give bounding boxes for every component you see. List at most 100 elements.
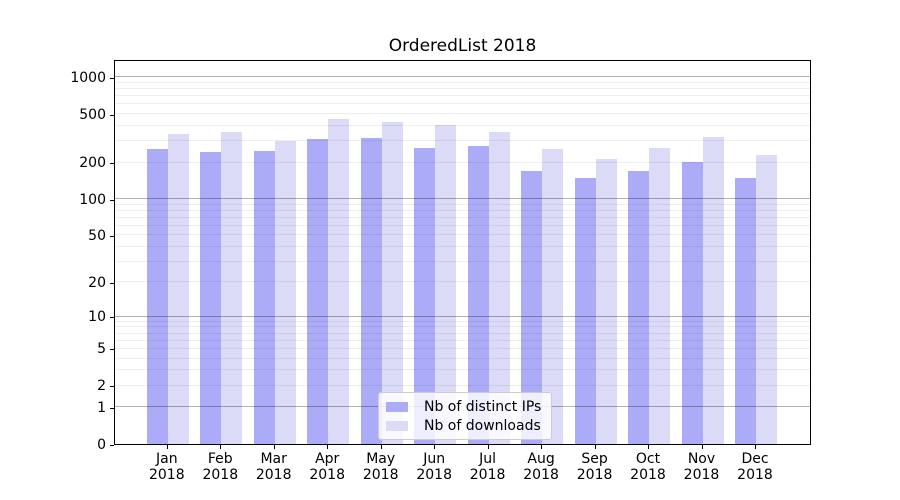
y-tick-mark: [110, 163, 114, 164]
x-tick-label-jul: Jul 2018: [469, 451, 506, 483]
x-tick-mark: [594, 445, 596, 449]
gridline-minor: [115, 326, 810, 328]
bar-downloads-may: [381, 121, 403, 444]
bar-downloads-jun: [435, 124, 457, 444]
gridline-minor: [115, 384, 810, 386]
x-tick-mark: [755, 445, 756, 449]
bar-downloads-jan: [167, 133, 189, 444]
bar-distinct-ips-jan: [146, 149, 168, 444]
x-tick-label-jan: Jan 2018: [148, 451, 185, 483]
gridline-minor: [115, 113, 810, 115]
chart-title: OrderedList 2018: [388, 36, 537, 56]
gridline-minor: [115, 234, 810, 236]
gridline-minor: [115, 88, 810, 90]
y-tick-mark: [110, 199, 114, 201]
bar-distinct-ips-oct: [628, 170, 650, 444]
gridline-minor: [115, 161, 810, 163]
y-tick-mark: [110, 77, 114, 79]
gridline-minor: [115, 224, 810, 226]
gridline-minor: [115, 320, 810, 322]
legend: Nb of distinct IPs Nb of downloads: [378, 392, 553, 440]
bar-distinct-ips-mar: [253, 150, 275, 444]
bar-distinct-ips-dec: [734, 178, 756, 444]
gridline-minor: [115, 209, 810, 211]
bar-downloads-apr: [328, 118, 350, 444]
x-tick-label-nov: Nov 2018: [683, 451, 720, 483]
legend-item-downloads: Nb of downloads: [386, 416, 541, 435]
gridline-minor: [115, 216, 810, 218]
bar-downloads-sep: [595, 158, 617, 444]
x-tick-mark: [648, 445, 649, 449]
gridline-minor: [115, 339, 810, 341]
gridline-minor: [115, 281, 810, 283]
x-tick-label-sep: Sep 2018: [576, 451, 613, 483]
y-tick-mark: [110, 235, 114, 237]
bar-distinct-ips-may: [360, 137, 382, 444]
y-tick-label: 1000: [70, 69, 106, 86]
y-tick-label: 50: [88, 227, 106, 244]
gridline-major: [115, 198, 810, 200]
y-tick-label: 100: [79, 191, 106, 208]
gridline-minor: [115, 124, 810, 126]
plot-area: [114, 60, 811, 445]
bar-downloads-feb: [221, 132, 243, 444]
y-tick-mark: [110, 349, 114, 351]
gridline-minor: [115, 369, 810, 371]
y-tick-label: 2: [97, 378, 106, 395]
y-tick-label: 20: [88, 274, 106, 291]
bar-distinct-ips-sep: [574, 178, 596, 444]
gridline-minor: [115, 140, 810, 142]
y-tick-label: 10: [88, 309, 106, 326]
y-tick-mark: [110, 317, 114, 319]
bar-distinct-ips-jul: [467, 146, 489, 444]
y-tick-label: 500: [79, 106, 106, 123]
y-tick-label: 200: [79, 155, 106, 171]
gridline-minor: [115, 245, 810, 247]
bar-downloads-oct: [649, 147, 671, 444]
bar-distinct-ips-apr: [307, 139, 329, 444]
gridline-minor: [115, 81, 810, 83]
legend-swatch-distinct-ips: [386, 401, 408, 412]
y-tick-mark: [110, 282, 114, 284]
x-tick-mark: [487, 445, 489, 449]
gridline-minor: [115, 103, 810, 105]
x-tick-label-feb: Feb 2018: [202, 451, 239, 483]
bar-distinct-ips-aug: [521, 170, 543, 444]
gridline-minor: [115, 332, 810, 334]
y-tick-mark: [110, 386, 114, 388]
x-tick-label-mar: Mar 2018: [255, 451, 292, 483]
y-tick-mark: [110, 407, 114, 409]
x-tick-mark: [434, 445, 436, 449]
legend-label-distinct-ips: Nb of distinct IPs: [424, 398, 542, 415]
legend-item-distinct-ips: Nb of distinct IPs: [386, 397, 541, 416]
y-tick-label: 0: [97, 436, 106, 453]
x-tick-mark: [701, 445, 703, 449]
bar-downloads-aug: [542, 148, 564, 444]
gridline-minor: [115, 347, 810, 349]
x-tick-mark: [273, 445, 275, 449]
legend-swatch-downloads: [386, 420, 408, 431]
x-tick-label-may: May 2018: [362, 451, 399, 483]
y-tick-mark: [110, 114, 114, 116]
bar-downloads-mar: [274, 141, 296, 444]
bar-distinct-ips-nov: [681, 161, 703, 444]
gridline-minor: [115, 357, 810, 359]
bar-downloads-dec: [755, 155, 777, 444]
gridline-minor: [115, 203, 810, 205]
x-tick-label-oct: Oct 2018: [630, 451, 666, 483]
gridline-major: [115, 76, 810, 78]
x-tick-mark: [327, 445, 329, 449]
bar-distinct-ips-jun: [414, 147, 436, 444]
x-tick-label-aug: Aug 2018: [523, 451, 559, 483]
bar-downloads-jul: [488, 131, 510, 444]
legend-label-downloads: Nb of downloads: [424, 417, 541, 434]
y-tick-label: 1: [97, 399, 106, 416]
bar-distinct-ips-feb: [200, 152, 222, 444]
gridline-major: [115, 315, 810, 317]
y-tick-label: 5: [97, 341, 106, 358]
x-tick-label-apr: Apr 2018: [309, 451, 345, 483]
x-tick-mark: [220, 445, 222, 449]
bar-downloads-nov: [702, 136, 724, 444]
x-tick-mark: [166, 445, 168, 449]
